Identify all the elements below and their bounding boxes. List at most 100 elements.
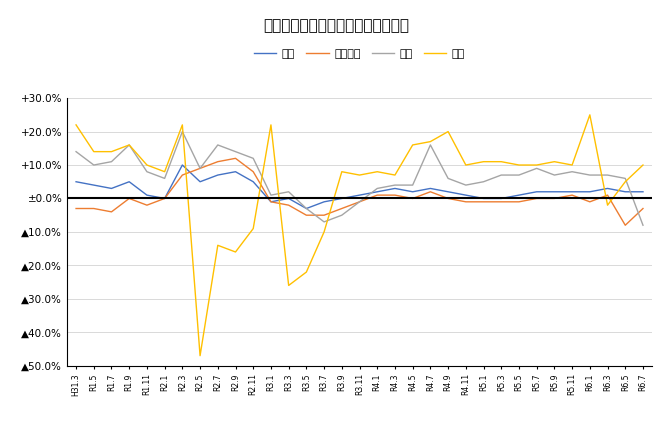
合計 — [108, 186, 116, 191]
家庭内食 — [515, 199, 523, 204]
家庭内食 — [355, 199, 364, 204]
中食 — [196, 166, 204, 171]
外食 — [285, 283, 293, 288]
合計 — [409, 189, 417, 194]
中食 — [125, 142, 133, 148]
合計 — [302, 206, 310, 211]
外食 — [639, 162, 647, 168]
外食 — [515, 162, 523, 168]
Line: 外食: 外食 — [76, 115, 643, 356]
家庭内食 — [639, 206, 647, 211]
家庭内食 — [320, 213, 328, 218]
家庭内食 — [409, 196, 417, 201]
中食 — [72, 149, 80, 154]
中食 — [533, 166, 541, 171]
中食 — [409, 182, 417, 188]
家庭内食 — [533, 196, 541, 201]
外食 — [90, 149, 98, 154]
外食 — [497, 159, 505, 165]
中食 — [178, 129, 186, 134]
家庭内食 — [391, 193, 399, 198]
中食 — [621, 176, 629, 181]
家庭内食 — [285, 202, 293, 208]
Line: 家庭内食: 家庭内食 — [76, 158, 643, 225]
中食 — [143, 169, 151, 174]
合計 — [355, 193, 364, 198]
合計 — [550, 189, 558, 194]
中食 — [497, 173, 505, 178]
外食 — [231, 249, 239, 255]
家庭内食 — [444, 196, 452, 201]
家庭内食 — [426, 189, 434, 194]
外食 — [178, 122, 186, 128]
家庭内食 — [267, 199, 275, 204]
外食 — [125, 142, 133, 148]
外食 — [621, 179, 629, 185]
中食 — [90, 162, 98, 168]
家庭内食 — [161, 196, 169, 201]
合計 — [231, 169, 239, 174]
合計 — [515, 193, 523, 198]
外食 — [249, 226, 257, 231]
中食 — [426, 142, 434, 148]
家庭内食 — [249, 169, 257, 174]
合計 — [639, 189, 647, 194]
外食 — [426, 139, 434, 145]
合計 — [125, 179, 133, 185]
中食 — [391, 182, 399, 188]
Line: 中食: 中食 — [76, 132, 643, 225]
外食 — [444, 129, 452, 134]
外食 — [568, 162, 576, 168]
中食 — [108, 159, 116, 165]
中食 — [480, 179, 488, 185]
中食 — [550, 173, 558, 178]
合計 — [480, 196, 488, 201]
家庭内食 — [178, 173, 186, 178]
中食 — [338, 213, 346, 218]
外食 — [161, 169, 169, 174]
中食 — [586, 173, 594, 178]
合計 — [426, 186, 434, 191]
合計 — [533, 189, 541, 194]
家庭内食 — [143, 202, 151, 208]
外食 — [302, 269, 310, 275]
合計 — [603, 186, 612, 191]
家庭内食 — [196, 166, 204, 171]
合計 — [178, 162, 186, 168]
中食 — [568, 169, 576, 174]
中食 — [161, 176, 169, 181]
中食 — [515, 173, 523, 178]
家庭内食 — [480, 199, 488, 204]
家庭内食 — [302, 213, 310, 218]
外食 — [196, 353, 204, 359]
Line: 合計: 合計 — [76, 165, 643, 209]
中食 — [462, 182, 470, 188]
外食 — [586, 112, 594, 117]
外食 — [409, 142, 417, 148]
合計 — [249, 179, 257, 185]
合計 — [497, 196, 505, 201]
中食 — [285, 189, 293, 194]
合計 — [462, 193, 470, 198]
家庭内食 — [214, 159, 222, 165]
家庭内食 — [72, 206, 80, 211]
合計 — [267, 199, 275, 204]
合計 — [586, 189, 594, 194]
家庭内食 — [586, 199, 594, 204]
外食 — [462, 162, 470, 168]
中食 — [267, 193, 275, 198]
合計 — [320, 199, 328, 204]
家庭内食 — [108, 209, 116, 215]
家庭内食 — [338, 206, 346, 211]
家庭内食 — [603, 193, 612, 198]
家庭内食 — [373, 193, 381, 198]
合計 — [143, 193, 151, 198]
中食 — [444, 176, 452, 181]
外食 — [355, 173, 364, 178]
合計 — [391, 186, 399, 191]
合計 — [196, 179, 204, 185]
家庭内食 — [90, 206, 98, 211]
合計 — [90, 182, 98, 188]
外食 — [320, 229, 328, 235]
合計 — [72, 179, 80, 185]
